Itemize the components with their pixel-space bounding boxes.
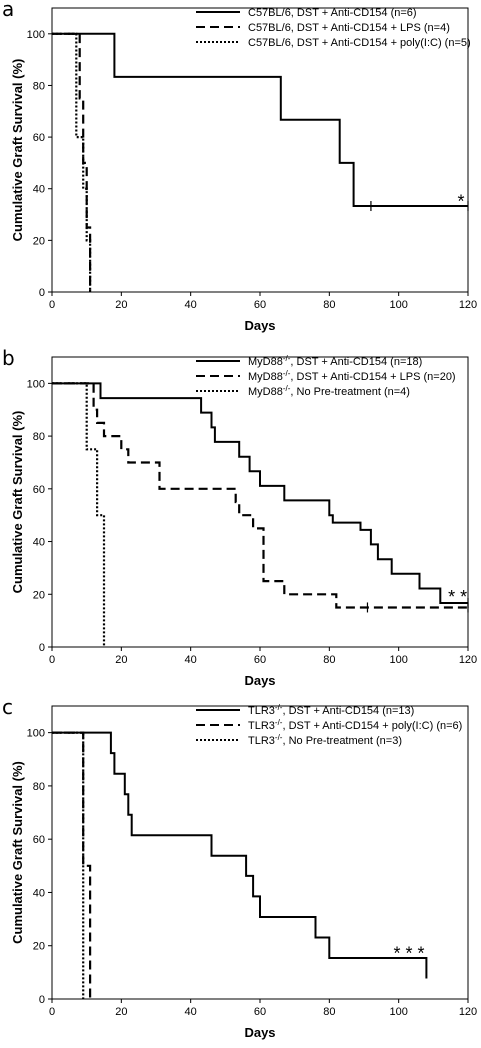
survival-chart-a: a 0 20 40 60 80 100 120 0 20 40 60 80 100 Days Cumulati… (2, 0, 477, 333)
x-tick-label: 60 (254, 299, 266, 311)
significance-annotation: * * * (394, 944, 425, 964)
y-tick-label: 20 (33, 589, 45, 601)
legend-entry-1: TLR3-/-, DST + Anti-CD154 (n=13) (248, 703, 414, 717)
y-axis-title: Cumulative Graft Survival (%) (10, 761, 25, 944)
panel-letter: a (2, 0, 14, 21)
x-axis-title: Days (244, 1025, 275, 1040)
x-tick-label: 120 (459, 299, 477, 311)
panel-a: a 0 20 40 60 80 100 120 0 20 40 60 80 100 Days Cumulati… (0, 0, 481, 349)
legend-entry-3: C57BL/6, DST + Anti-CD154 + poly(I:C) (n… (248, 37, 471, 49)
x-tick-label: 80 (323, 654, 335, 666)
legend-entry-2: MyD88-/-, DST + Anti-CD154 + LPS (n=20) (248, 369, 456, 383)
x-axis-title: Days (244, 673, 275, 688)
y-tick-label: 80 (33, 431, 45, 443)
y-tick-label: 40 (33, 537, 45, 549)
y-tick-label: 0 (39, 994, 45, 1006)
x-tick-label: 60 (254, 1006, 266, 1018)
x-tick-label: 100 (389, 299, 407, 311)
y-tick-label: 40 (33, 887, 45, 899)
legend-entry-3: MyD88-/-, No Pre-treatment (n=4) (248, 384, 410, 398)
legend-entry-2: C57BL/6, DST + Anti-CD154 + LPS (n=4) (248, 22, 450, 34)
series-line-2 (52, 382, 468, 609)
x-tick-label: 80 (323, 1006, 335, 1018)
y-tick-label: 60 (33, 834, 45, 846)
x-tick-label: 100 (389, 654, 407, 666)
panel-letter: b (2, 349, 15, 370)
significance-annotation: * (458, 192, 465, 212)
series-line-2 (52, 32, 92, 292)
y-tick-label: 60 (33, 484, 45, 496)
y-tick-label: 80 (33, 80, 45, 92)
y-tick-label: 60 (33, 132, 45, 144)
legend-entry-2: TLR3-/-, DST + Anti-CD154 + poly(I:C) (n… (248, 718, 462, 732)
x-tick-label: 120 (459, 654, 477, 666)
legend-entry-3: TLR3-/-, No Pre-treatment (n=3) (248, 733, 402, 747)
x-tick-label: 60 (254, 654, 266, 666)
x-tick-label: 80 (323, 299, 335, 311)
panel-b: b 0 20 40 60 80 100 120 0 20 40 60 80 100 Days Cumulati… (0, 349, 481, 698)
x-tick-label: 20 (115, 299, 127, 311)
y-tick-label: 100 (27, 378, 45, 390)
series-line-1 (52, 731, 428, 979)
series-line-2 (52, 731, 92, 999)
x-axis-title: Days (244, 318, 275, 333)
legend-entry-1: C57BL/6, DST + Anti-CD154 (n=6) (248, 7, 417, 19)
y-tick-label: 0 (39, 287, 45, 299)
legend-entry-1: MyD88-/-, DST + Anti-CD154 (n=18) (248, 354, 422, 368)
y-tick-label: 100 (27, 728, 45, 740)
panel-letter: c (2, 698, 13, 719)
x-tick-label: 20 (115, 1006, 127, 1018)
series-line-3 (52, 731, 85, 999)
y-tick-label: 100 (27, 29, 45, 41)
x-tick-label: 0 (49, 299, 55, 311)
plot-frame (51, 356, 469, 648)
y-tick-label: 20 (33, 235, 45, 247)
x-tick-label: 0 (49, 654, 55, 666)
x-tick-label: 120 (459, 1006, 477, 1018)
x-tick-label: 0 (49, 1006, 55, 1018)
x-tick-label: 40 (185, 299, 197, 311)
y-axis-title: Cumulative Graft Survival (%) (10, 411, 25, 594)
x-tick-label: 40 (185, 1006, 197, 1018)
y-tick-label: 80 (33, 781, 45, 793)
series-line-1 (52, 382, 468, 604)
series-line-1 (52, 32, 468, 207)
y-tick-label: 20 (33, 941, 45, 953)
significance-annotation: * * (448, 587, 467, 607)
panel-c: c 0 20 40 60 80 100 120 0 20 40 60 80 100 Days Cumulati… (0, 698, 481, 1047)
x-tick-label: 100 (389, 1006, 407, 1018)
y-tick-label: 0 (39, 642, 45, 654)
y-axis-title: Cumulative Graft Survival (%) (10, 59, 25, 242)
survival-chart-b: b 0 20 40 60 80 100 120 0 20 40 60 80 100 Days Cumulati… (2, 349, 477, 688)
x-tick-label: 40 (185, 654, 197, 666)
x-tick-label: 20 (115, 654, 127, 666)
survival-chart-c: c 0 20 40 60 80 100 120 0 20 40 60 80 100 Days Cumulati… (2, 698, 477, 1040)
y-tick-label: 40 (33, 184, 45, 196)
